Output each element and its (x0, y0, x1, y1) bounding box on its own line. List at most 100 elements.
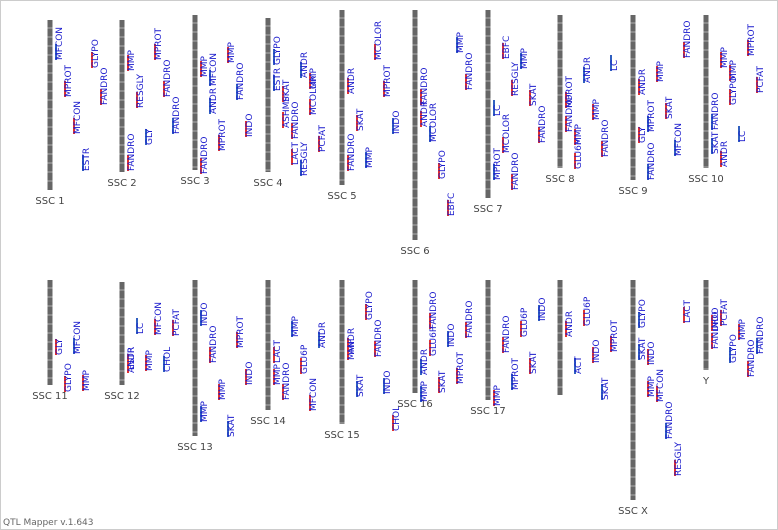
chromosome (119, 282, 125, 385)
qtl-label: MFCON (674, 123, 684, 156)
qtl-label: FANDRO (100, 67, 110, 105)
qtl-label: SKAT (529, 351, 539, 374)
qtl-label: FANDRO (374, 319, 384, 357)
chromosome (265, 18, 271, 172)
qtl-label: MMP (738, 318, 748, 340)
chromosome (703, 280, 709, 370)
qtl-label: MFCON (209, 53, 219, 86)
qtl-label: LC (493, 105, 503, 116)
qtl-label: INDO (383, 371, 393, 394)
qtl-label: GLY (638, 126, 648, 143)
qtl-label: MMP (729, 59, 739, 81)
qtl-label: GLU6P (300, 344, 310, 374)
qtl-label: FANDRO (601, 119, 611, 157)
qtl-label: ACT (574, 356, 584, 374)
qtl-label: INDO (447, 324, 457, 347)
qtl-label: GLU6P (583, 296, 593, 326)
qtl-label: ANDR (127, 347, 137, 373)
qtl-label: MPROT (236, 315, 246, 348)
qtl-label: GLY (55, 338, 65, 355)
chromosome (630, 280, 636, 500)
chromosome-label: SSC 3 (180, 176, 209, 187)
qtl-label: GLYPO (273, 36, 283, 65)
chromosome (703, 15, 709, 168)
qtl-label: GLU6P (574, 139, 584, 169)
qtl-label: MMP (347, 338, 357, 360)
qtl-label: INDO (538, 298, 548, 321)
qtl-label: MPROT (610, 319, 620, 352)
qtl-label: ESTR (273, 68, 283, 91)
chromosome-label: SSC 13 (177, 442, 213, 453)
qtl-label: FANDRO (127, 133, 137, 171)
qtl-label: FANDRO (665, 401, 675, 439)
qtl-label: ANDR (209, 88, 219, 114)
chromosome-label: SSC 9 (618, 186, 647, 197)
qtl-label: SKAT (356, 108, 366, 131)
chromosome-label: SSC 1 (35, 196, 64, 207)
qtl-label: LC (738, 131, 748, 142)
chromosome (339, 10, 345, 185)
qtl-label: ANDR (420, 349, 430, 375)
qtl-label: FANDRO (236, 62, 246, 100)
qtl-label: MPROT (64, 64, 74, 97)
chromosome (192, 15, 198, 170)
qtl-label: MPROT (154, 27, 164, 60)
qtl-label: SKAT (227, 414, 237, 437)
qtl-label: ANDR (300, 52, 310, 78)
qtl-label: MFCON (73, 101, 83, 134)
qtl-label: MMP (82, 369, 92, 391)
chromosome (47, 280, 53, 385)
qtl-label: SKAT (711, 131, 721, 154)
qtl-label: ANDR (565, 311, 575, 337)
qtl-label: INDO (711, 308, 721, 331)
qtl-label: LC (610, 60, 620, 71)
qtl-label: INDO (245, 114, 255, 137)
chromosome (119, 20, 125, 172)
qtl-label: SKAT (282, 79, 292, 102)
qtl-label: MPROT (456, 351, 466, 384)
qtl-label: MMP (520, 47, 530, 69)
chromosome-label: SSC 4 (253, 178, 282, 189)
qtl-label: SKAT (438, 370, 448, 393)
qtl-label: FANDRO (538, 105, 548, 143)
qtl-label: GLU6P (520, 307, 530, 337)
qtl-label: MMP (647, 375, 657, 397)
qtl-label: ANDR (347, 328, 357, 354)
qtl-label: MPROT (383, 64, 393, 97)
qtl-label: MMP (200, 400, 210, 422)
qtl-label: RESGLY (674, 442, 684, 476)
qtl-label: MMP (127, 49, 137, 71)
qtl-label: GLYPO (91, 39, 101, 68)
qtl-label: GLU6P (429, 326, 439, 356)
qtl-label: ANDR (720, 141, 730, 167)
qtl-label: FANDRO (747, 339, 757, 377)
qtl-label: FANDRO (683, 20, 693, 58)
chromosome (412, 280, 418, 393)
qtl-label: GLY (145, 128, 155, 145)
qtl-label: MPROT (493, 147, 503, 180)
qtl-label: ESTR (82, 148, 92, 171)
qtl-label: MMP (456, 31, 466, 53)
qtl-label: FANDRO (711, 92, 721, 130)
chromosome (485, 280, 491, 400)
qtl-label: PCFAT (720, 298, 730, 326)
qtl-label: PCFAT (172, 308, 182, 336)
qtl-label: LC (136, 323, 146, 334)
qtl-label: PCFAT (318, 124, 328, 152)
qtl-label: MMP (291, 315, 301, 337)
qtl-label: ASHMP (282, 96, 292, 128)
qtl-label: MFCON (154, 302, 164, 335)
qtl-label: GLYPO (438, 150, 448, 179)
chromosome-label: SSC 8 (545, 174, 574, 185)
qtl-label: LACT (273, 339, 283, 363)
qtl-label: MCOLOR (502, 114, 512, 153)
qtl-label: CHOL (163, 347, 173, 372)
qtl-label: MCOLOR (374, 21, 384, 60)
qtl-label: GLYPO (729, 76, 739, 105)
chromosome (557, 15, 563, 168)
qtl-label: INDO (200, 303, 210, 326)
qtl-label: RESGLY (136, 74, 146, 108)
qtl-label: MMP (656, 60, 666, 82)
footer: QTL Mapper v.1.643 (3, 518, 94, 528)
